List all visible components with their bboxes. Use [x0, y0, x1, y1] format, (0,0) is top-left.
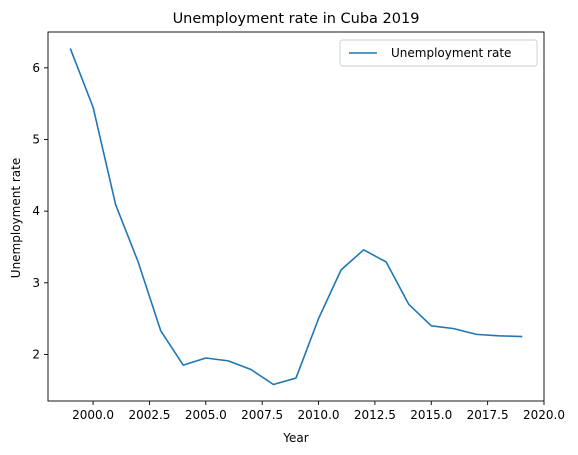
plot-frame [47, 31, 545, 402]
x-tick-label: 2002.5 [128, 408, 170, 422]
x-axis-label: Year [282, 431, 308, 445]
x-tick-label: 2007.5 [241, 408, 283, 422]
x-axis: 2000.0 2002.5 2005.0 2007.5 2010.0 2012.5 2015… [72, 401, 565, 422]
y-axis: 2 3 4 5 6 [32, 61, 48, 361]
y-tick-label: 5 [32, 132, 40, 146]
x-tick-label: 2005.0 [185, 408, 227, 422]
y-tick-label: 6 [32, 61, 40, 75]
y-tick-label: 2 [32, 347, 40, 361]
legend: Unemployment rate [339, 39, 538, 67]
y-axis-label: Unemployment rate [9, 158, 23, 278]
x-tick-label: 2015.0 [410, 408, 452, 422]
y-tick-label: 3 [32, 276, 40, 290]
x-tick-label: 2000.0 [72, 408, 114, 422]
x-tick-label: 2012.5 [354, 408, 396, 422]
x-tick-label: 2017.5 [467, 408, 509, 422]
x-tick-label: 2010.0 [298, 408, 340, 422]
legend-box [339, 39, 538, 67]
x-tick-label: 2020.0 [523, 408, 565, 422]
legend-label: Unemployment rate [391, 46, 511, 60]
series-line-0 [69, 48, 523, 386]
plot-area [47, 31, 545, 402]
y-tick-label: 4 [32, 204, 40, 218]
chart-title: Unemployment rate in Cuba 2019 [173, 11, 420, 27]
